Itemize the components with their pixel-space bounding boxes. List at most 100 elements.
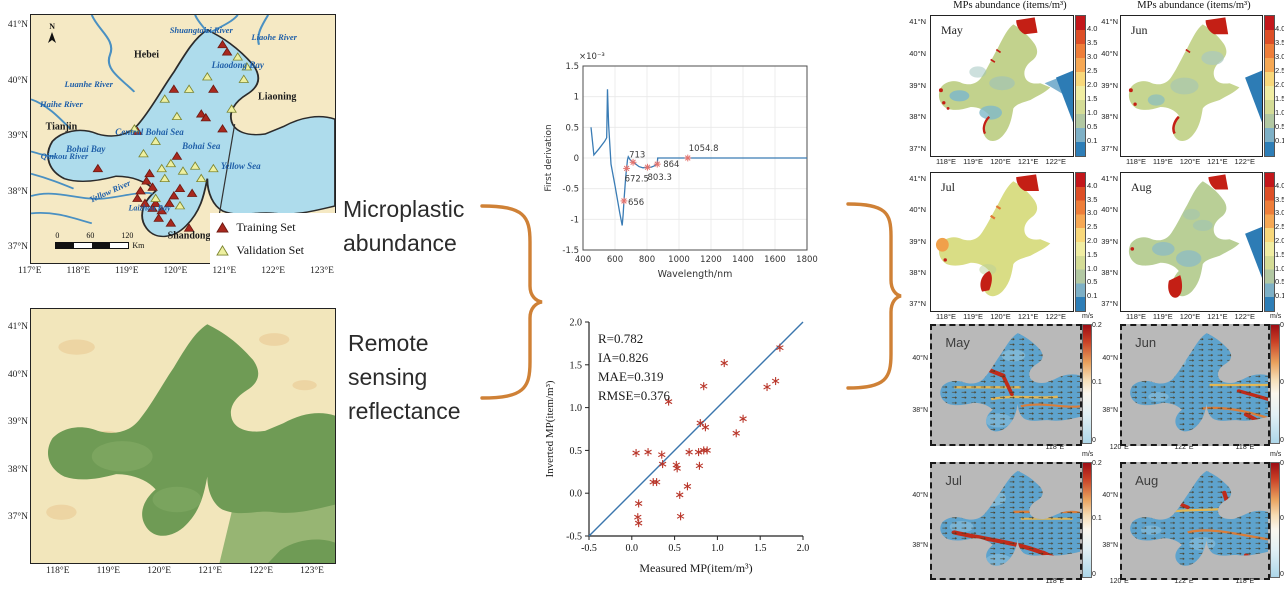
lat-tick: 41°N [1101, 174, 1118, 183]
abundance-map-jul: Jul [930, 172, 1074, 312]
lat-tick: 40°N [912, 491, 928, 499]
lon-tick: 122°E [1234, 157, 1255, 166]
lat-tick: 38°N [1101, 267, 1118, 277]
lat-tick: 39°N [7, 131, 28, 141]
lon-tick: 118°E [1235, 444, 1255, 451]
colorbar-tick: 0.1 [1280, 515, 1284, 522]
lat-tick: 38°N [1102, 541, 1118, 549]
flow-label-microplastic: Microplastic abundance [343, 196, 465, 256]
lon-tick: 120°E [147, 566, 172, 576]
colorbar-tick: 0.1 [1275, 136, 1284, 145]
current-map-jul-graphic [940, 470, 1080, 566]
colorbar-tick: 1.0 [1087, 263, 1098, 273]
current-may-y-axis: 40°N 38°N [902, 324, 928, 442]
flow-label-reflectance: Remote sensing reflectance [348, 330, 461, 424]
chart-text: RMSE=0.376 [598, 388, 670, 403]
abundance-aug-y-axis: 41°N 40°N 39°N 38°N 37°N [1090, 174, 1118, 308]
colorbar-tick: 4.0 [1087, 180, 1098, 190]
study-area-map-panel: Hebei Tianjin Liaoning Shandong Liaodong… [6, 4, 341, 292]
abundance-map-may-graphic [938, 17, 1073, 142]
water-label-laizhou-bay: Laizhou Bay [128, 203, 171, 213]
lon-tick: 118°E [66, 266, 91, 276]
lat-tick: 40°N [909, 205, 926, 215]
map-legend: Training Set Validation Set [210, 213, 341, 265]
lat-tick: 39°N [7, 417, 28, 427]
colorbar-tick: 0.1 [1087, 291, 1098, 301]
lat-tick: 39°N [909, 80, 926, 90]
colorbar-tick: 3.0 [1275, 52, 1284, 61]
lon-tick: 118°E [1126, 312, 1146, 321]
lon-tick: 117°E [18, 266, 42, 276]
current-colorbar-jul [1082, 462, 1092, 578]
scale-bar-graphic [55, 241, 130, 249]
ms-unit-label: m/s [1082, 451, 1094, 458]
chart-text: 0.0 [570, 489, 583, 500]
lat-tick: 39°N [1101, 236, 1118, 246]
chart-text: 864 [663, 160, 679, 170]
lon-tick: 118°E [936, 312, 956, 321]
chart-text: 1 [574, 93, 579, 103]
colorbar-tick: 3.5 [1275, 194, 1284, 204]
month-label: May [945, 335, 970, 351]
lat-tick: 37°N [1101, 144, 1118, 153]
lat-tick: 38°N [1102, 406, 1118, 414]
ms-unit-label: m/s [1270, 451, 1282, 458]
lon-tick: 121°E [198, 566, 223, 576]
chart-text: 0.5 [668, 543, 681, 554]
colorbar-tick: 3.5 [1275, 38, 1284, 47]
month-label: Jun [1130, 23, 1148, 37]
current-map-aug: Aug [1120, 462, 1270, 580]
scale-tick: 0 [55, 230, 60, 240]
current-map-may-graphic [940, 333, 1080, 432]
chart-text: 1.5 [570, 360, 583, 371]
abundance-may-y-axis: 41°N 40°N 39°N 38°N 37°N [896, 17, 926, 153]
colorbar-tick: 1.0 [1087, 108, 1098, 117]
province-label-hebei: Hebei [134, 49, 160, 61]
colorbar-tick: 4.0 [1087, 24, 1098, 33]
lat-tick: 40°N [1101, 205, 1118, 215]
chart-text: 0.5 [570, 446, 583, 457]
scale-tick: 60 [86, 230, 95, 240]
satellite-map-y-axis: 41°N 40°N 39°N 38°N 37°N [6, 322, 28, 522]
lat-tick: 39°N [1101, 80, 1118, 90]
chart-text: 2.0 [570, 318, 583, 329]
colorbar-tick: 3.5 [1087, 38, 1098, 47]
water-label-bohai-bay: Bohai Bay [66, 143, 106, 154]
chart-text: Inverted MP(item/m³) [544, 380, 556, 477]
colorbar-tick: 3.0 [1087, 52, 1098, 61]
chart-text: 400 [575, 255, 591, 265]
lat-tick: 38°N [7, 186, 28, 197]
abundance-may-x-axis: 118°E 119°E 120°E 121°E 122°E [936, 157, 1066, 166]
current-jun-y-axis: 40°N 38°N [1092, 324, 1118, 442]
scale-unit: Km [132, 240, 145, 250]
abundance-colorbar-ticks-may: 4.0 3.5 3.0 2.5 2.0 1.5 1.0 0.5 0.1 [1087, 15, 1103, 155]
water-label-central-bohai: Central Bohai Sea [115, 126, 184, 137]
chart-text: 672.5 [625, 174, 649, 184]
current-colorbar-ticks-jun: 0.2 0.1 0 [1280, 322, 1284, 444]
colorbar-tick: 0 [1092, 571, 1096, 578]
current-map-may: May [930, 324, 1082, 446]
river-lines [31, 15, 270, 225]
chart-text: 800 [639, 255, 655, 265]
water-label-liaodong-bay: Liaodong Bay [211, 59, 264, 70]
month-label: Jul [940, 179, 955, 194]
lat-tick: 41°N [7, 322, 28, 332]
legend-label-validation: Validation Set [236, 243, 305, 258]
current-map-aug-graphic [1130, 470, 1268, 566]
current-aug-y-axis: 40°N 38°N [1092, 462, 1118, 576]
colorbar-tick: 2.5 [1275, 66, 1284, 75]
lat-tick: 40°N [7, 75, 28, 86]
chart-text: -0.5 [566, 532, 582, 543]
lon-tick: 123°E [300, 566, 324, 576]
abundance-map-aug-graphic [1128, 174, 1262, 298]
chart-text: 0.0 [626, 543, 639, 554]
abundance-colorbar-aug [1264, 172, 1275, 312]
month-label: Aug [1130, 179, 1152, 194]
colorbar-tick: 1.5 [1087, 94, 1098, 103]
study-map-graphic [31, 15, 335, 238]
river-label-haihe: Haihe River [40, 99, 83, 110]
abundance-jul-y-axis: 41°N 40°N 39°N 38°N 37°N [896, 174, 926, 308]
study-map-x-axis: 117°E 118°E 119°E 120°E 121°E 122°E 123°E [18, 266, 334, 276]
lon-tick: 120°E [990, 157, 1011, 166]
